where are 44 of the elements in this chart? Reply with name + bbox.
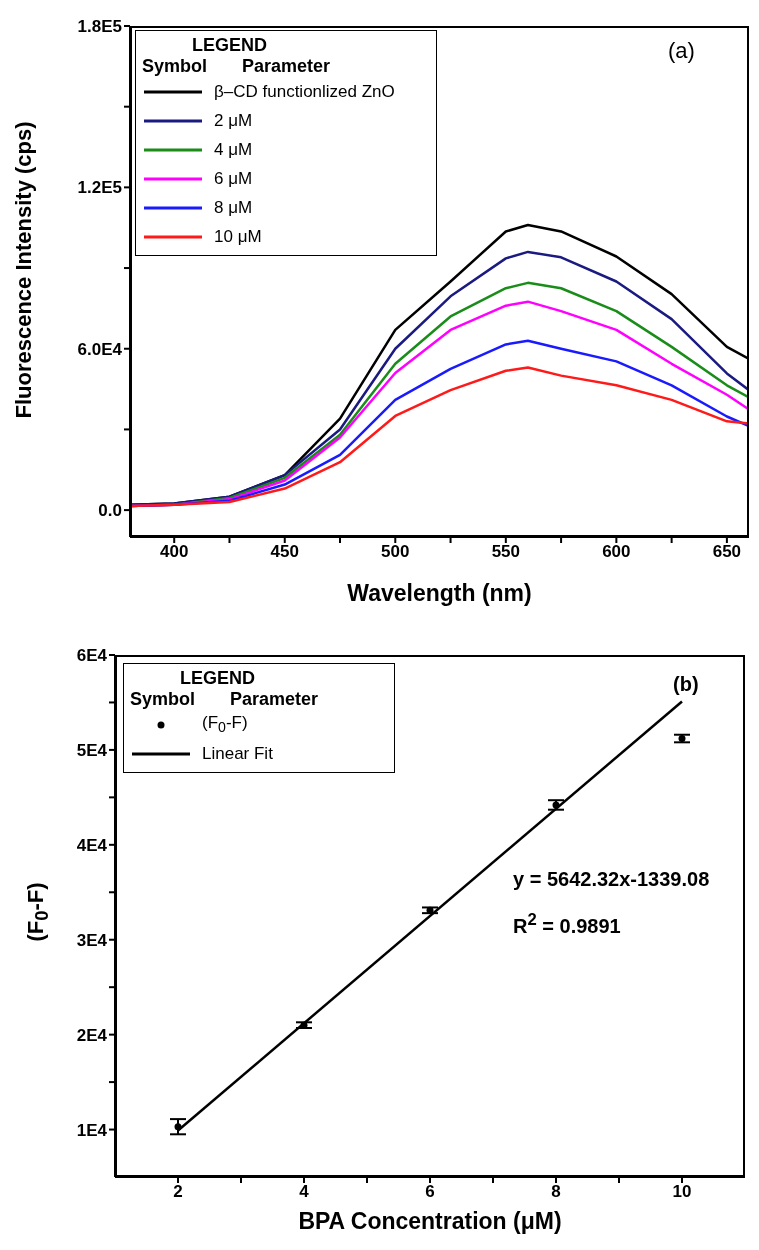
annotation: Symbol xyxy=(130,689,196,710)
y-tick-label: 1E4 xyxy=(76,1120,108,1140)
legend-label: β–CD functionlized ZnO xyxy=(214,81,395,102)
x-tick-label: 10 xyxy=(672,1182,692,1202)
y-tick-label: 5E4 xyxy=(76,740,108,760)
x-axis-title: BPA Concentration (μM) xyxy=(297,1208,563,1235)
annotation: Parameter xyxy=(242,56,331,77)
legend-label: 10 μM xyxy=(214,226,262,247)
x-tick-label: 600 xyxy=(602,542,631,562)
y-tick-label: 6E4 xyxy=(76,646,108,666)
legend-title: LEGEND xyxy=(179,668,256,689)
line-series xyxy=(130,366,749,508)
annotation: Symbol xyxy=(142,56,208,77)
y-tick-label: 1.2E5 xyxy=(77,178,122,198)
x-tick-label: 2 xyxy=(173,1182,183,1202)
point xyxy=(174,1123,182,1131)
legend-title: LEGEND xyxy=(191,35,268,56)
annotation: y = 5642.32x-1339.08 xyxy=(513,868,710,891)
annotation: (a) xyxy=(668,38,695,64)
y-tick-label: 0.0 xyxy=(98,501,122,521)
y-tick-label: 6.0E4 xyxy=(77,339,123,359)
annotation: R$^{2}$ = 0.9891 xyxy=(513,910,621,938)
x-tick-label: 550 xyxy=(491,542,521,562)
x-tick-label: 8 xyxy=(551,1182,561,1202)
legend-label: Linear Fit xyxy=(202,743,273,764)
legend-label: 2 μM xyxy=(214,110,253,131)
x-tick-label: 500 xyxy=(381,542,410,562)
legend-label: 6 μM xyxy=(214,168,253,189)
x-tick-label: 450 xyxy=(270,542,299,562)
y-tick-label: 2E4 xyxy=(76,1025,108,1045)
annotation: (b) xyxy=(673,673,699,696)
legend-label: (F$_{0}$-F) xyxy=(202,713,248,736)
legend-label: 4 μM xyxy=(214,139,253,160)
x-tick-label: 650 xyxy=(712,542,742,562)
x-tick-label: 400 xyxy=(160,542,189,562)
y-tick-label: 4E4 xyxy=(76,835,108,855)
annotation: Parameter xyxy=(230,689,319,710)
x-axis-title: Wavelength (nm) xyxy=(346,580,533,607)
x-tick-label: 6 xyxy=(425,1182,435,1202)
x-tick-label: 4 xyxy=(299,1182,310,1202)
y-tick-label: 3E4 xyxy=(76,930,108,950)
legend-label: 8 μM xyxy=(214,197,253,218)
y-tick-label: 1.8E5 xyxy=(77,17,122,37)
y-axis-title: Fluorescence Intensity (cps) xyxy=(11,121,37,419)
